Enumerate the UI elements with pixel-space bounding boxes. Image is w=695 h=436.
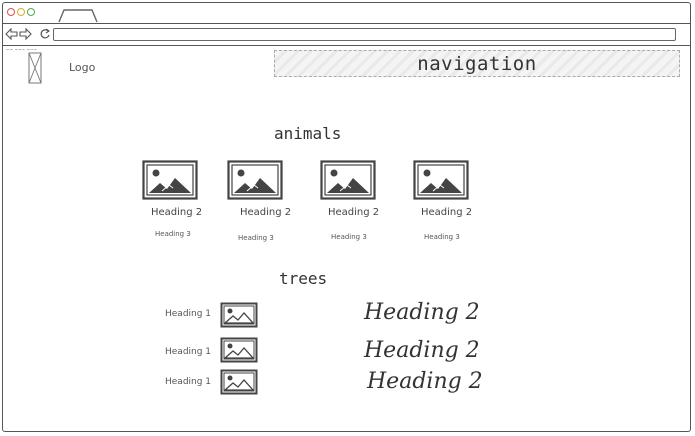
animal-heading-2: Heading 2	[240, 207, 292, 218]
animal-heading-3: Heading 3	[424, 233, 460, 241]
browser-toolbar	[3, 23, 691, 46]
animal-heading-2: Heading 2	[151, 207, 203, 218]
animal-heading-3: Heading 3	[331, 233, 367, 241]
browser-title-bar	[3, 3, 691, 24]
tree-heading-2: Heading 2	[364, 338, 480, 363]
reload-icon[interactable]	[39, 28, 51, 40]
maximize-window-dot[interactable]	[27, 8, 35, 16]
animal-image-icon	[227, 160, 283, 200]
animal-image-icon	[413, 160, 469, 200]
navigation-bar[interactable]: navigation	[274, 50, 680, 77]
animals-section-title: animals	[274, 124, 342, 143]
logo-label: Logo	[69, 61, 96, 74]
animal-heading-3: Heading 3	[238, 234, 274, 242]
forward-arrow-icon[interactable]	[19, 28, 33, 40]
tree-image-icon	[220, 302, 258, 328]
browser-tab[interactable]	[58, 9, 98, 23]
close-window-dot[interactable]	[7, 8, 15, 16]
tree-heading-1: Heading 1	[165, 309, 212, 319]
animal-heading-2: Heading 2	[421, 207, 473, 218]
tree-heading-1: Heading 1	[165, 377, 212, 387]
tree-heading-1: Heading 1	[165, 347, 212, 357]
logo-placeholder-icon	[28, 52, 42, 84]
animal-image-icon	[320, 160, 376, 200]
tiny-header-text: ~~ ~~~ ~~~	[6, 47, 38, 52]
minimize-window-dot[interactable]	[17, 8, 25, 16]
browser-window	[2, 2, 691, 432]
back-arrow-icon[interactable]	[5, 28, 33, 40]
tree-heading-2: Heading 2	[367, 369, 483, 394]
tree-heading-2: Heading 2	[364, 300, 480, 325]
tree-image-icon	[220, 369, 258, 395]
trees-section-title: trees	[279, 269, 328, 288]
animal-heading-3: Heading 3	[155, 230, 191, 238]
navigation-label: navigation	[417, 53, 537, 75]
tree-image-icon	[220, 337, 258, 363]
address-bar[interactable]	[53, 28, 676, 41]
animal-heading-2: Heading 2	[328, 207, 380, 218]
animal-image-icon	[142, 160, 198, 200]
